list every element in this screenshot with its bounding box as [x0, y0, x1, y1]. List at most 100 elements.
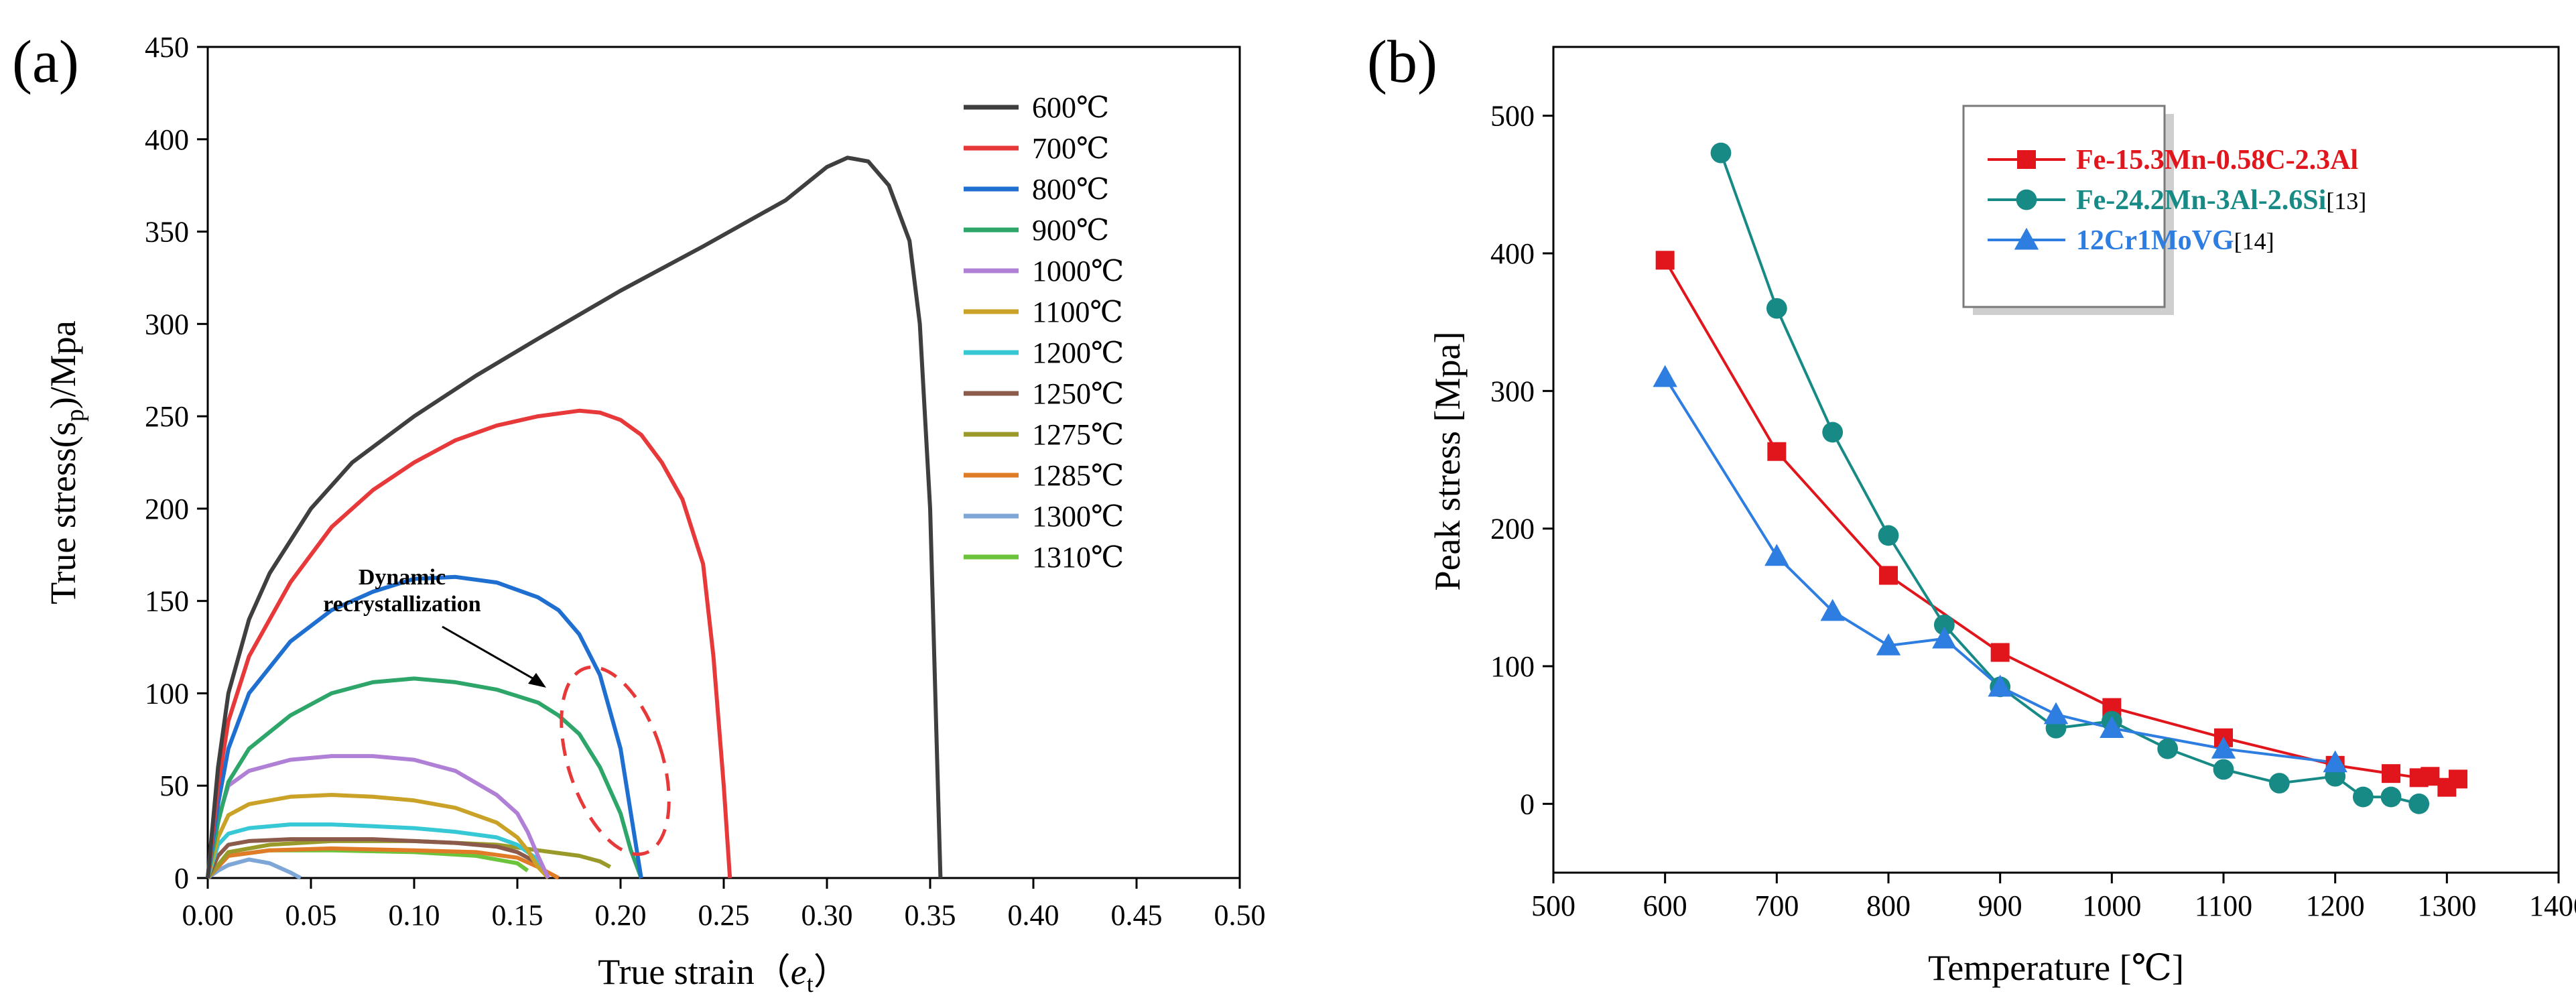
panel-a-y-tick-label: 50: [159, 769, 189, 802]
series-line-Fe-15.3Mn-0.58C-2.3Al: [1663, 259, 2459, 790]
data-point-Fe-15.3Mn-0.58C-2.3Al: [1990, 643, 2010, 662]
panel-b-x-tick-label: 600: [1643, 889, 1687, 922]
panel-b-series: [1653, 142, 2467, 814]
panel-b-x-title: Temperature [℃]: [1928, 948, 2184, 988]
panel-a-y-tick-label: 150: [145, 585, 189, 618]
panel-a-x-title: True strain（et）: [598, 952, 850, 997]
panel-a-x-tick-label: 0.15: [492, 899, 543, 932]
series-line-1200℃: [206, 822, 550, 879]
data-point-Fe-15.3Mn-0.58C-2.3Al: [2421, 767, 2440, 786]
data-point-12Cr1MoVG: [1820, 599, 1845, 621]
panel-a-x-tick-label: 0.20: [595, 899, 647, 932]
data-point-12Cr1MoVG: [1932, 626, 1957, 649]
panel-a-x-tick-label: 0.10: [389, 899, 440, 932]
panel-a-y-tick-label: 100: [145, 677, 189, 710]
legend-a-label: 1200℃: [1032, 336, 1124, 369]
panel-b-y-tick-label: 300: [1490, 375, 1535, 408]
panel-b-y-tick-label: 500: [1490, 100, 1535, 133]
panel-b-legend-box: [1962, 105, 2166, 308]
data-point-Fe-24.2Mn-3Al-2.6Si: [2213, 759, 2234, 780]
panel-a-y-tick-label: 200: [145, 493, 189, 525]
data-point-Fe-24.2Mn-3Al-2.6Si: [2380, 786, 2402, 808]
panel-b-x-tick-label: 500: [1531, 889, 1575, 922]
panel-b-plot-frame: [1552, 46, 2560, 874]
series-line-1100℃: [206, 793, 550, 880]
panel-a-x-tick-label: 0.30: [801, 899, 853, 932]
panel-a-x-axis: 0.00 0.05 0.10 0.15 0.20 0.25 0.30 0.35 0.40 0.45…: [182, 878, 1266, 932]
annotation-line2: recrystallization: [323, 592, 481, 617]
panel-b-y-tick-label: 200: [1490, 513, 1535, 546]
panel-b-y-tick-label: 0: [1520, 788, 1535, 820]
legend-a-label: 700℃: [1032, 132, 1109, 165]
recrystallization-ellipse: [560, 665, 671, 857]
annotation-arrowhead: [528, 673, 546, 688]
panel-b-x-tick-label: 1300: [2417, 889, 2476, 922]
legend-a-label: 1300℃: [1032, 500, 1124, 533]
data-point-12Cr1MoVG: [2100, 716, 2124, 738]
panel-b-x-tick-label: 1100: [2195, 889, 2252, 922]
panel-a-y-tick-label: 0: [174, 862, 189, 895]
panel-a-x-tick-label: 0.05: [285, 899, 337, 932]
legend-a-label: 1000℃: [1032, 255, 1124, 288]
panel-a-x-tick-label: 0.40: [1008, 899, 1059, 932]
panel-b-y-tick-label: 400: [1490, 237, 1535, 270]
panel-a-y-title: True stress(sp)/Mpa: [43, 320, 89, 605]
panel-a-series: [206, 155, 943, 880]
panel-a-y-tick-label: 350: [145, 216, 189, 249]
data-point-12Cr1MoVG: [1764, 544, 1789, 566]
series-line-1285℃: [206, 846, 560, 880]
legend-a-label: 1310℃: [1032, 541, 1124, 574]
panel-b: (b) 500 600 700 800 900 1000 1100 1200 1300 140 0 …: [1367, 29, 2576, 988]
series-line-1250℃: [206, 837, 550, 879]
panel-b-x-tick-label: 800: [1866, 889, 1911, 922]
panel-a-x-tick-label: 0.00: [182, 899, 234, 932]
panel-b-x-tick-label: 900: [1978, 889, 2022, 922]
panel-a-x-tick-label: 0.25: [698, 899, 750, 932]
data-point-Fe-24.2Mn-3Al-2.6Si: [1710, 142, 1732, 164]
data-point-12Cr1MoVG: [1876, 633, 1901, 655]
data-point-Fe-24.2Mn-3Al-2.6Si: [2157, 738, 2179, 759]
panel-a: (a) 0.00 0.05 0.10 0.15 0.20 0.25 0.30 0.35 0.40…: [12, 29, 1266, 997]
panel-b-x-tick-label: 1000: [2082, 889, 2141, 922]
series-line-800℃: [206, 574, 643, 879]
legend-a-label: 1250℃: [1032, 377, 1124, 410]
data-point-12Cr1MoVG: [1988, 674, 2012, 697]
panel-a-y-tick-label: 300: [145, 308, 189, 340]
series-line-1300℃: [206, 857, 302, 880]
data-point-Fe-24.2Mn-3Al-2.6Si: [1933, 615, 1955, 635]
panel-b-x-tick-label: 700: [1754, 889, 1799, 922]
data-point-Fe-15.3Mn-0.58C-2.3Al: [2449, 769, 2467, 789]
legend-a-label: 1275℃: [1032, 418, 1124, 451]
series-line-900℃: [206, 676, 643, 879]
data-point-Fe-24.2Mn-3Al-2.6Si: [1822, 422, 1844, 443]
data-point-12Cr1MoVG: [2211, 737, 2236, 759]
legend-b-marker: [2017, 150, 2036, 169]
legend-a-label: 800℃: [1032, 173, 1109, 206]
data-point-12Cr1MoVG: [1653, 365, 1677, 387]
panel-b-y-tick-label: 100: [1490, 650, 1535, 683]
legend-b-marker: [2016, 189, 2037, 210]
panel-b-y-axis: 0 100 200 300 400 500: [1490, 100, 1553, 820]
legend-b-label: Fe-15.3Mn-0.58C-2.3Al: [2076, 145, 2358, 176]
panel-a-y-tick-label: 400: [145, 123, 189, 156]
annotation-line1: Dynamic: [359, 565, 446, 590]
panel-b-label: (b): [1367, 29, 1437, 95]
legend-b-marker: [2014, 227, 2039, 250]
panel-a-y-tick-label: 450: [145, 31, 189, 64]
panel-a-y-axis: 0 50 100 150 200 250 300 350 400 450: [145, 31, 208, 895]
series-line-1000℃: [206, 754, 550, 879]
legend-a-label: 600℃: [1032, 91, 1109, 124]
data-point-12Cr1MoVG: [2043, 702, 2069, 725]
legend-b-label: Fe-24.2Mn-3Al-2.6Si[13]: [2076, 185, 2366, 216]
data-point-Fe-15.3Mn-0.58C-2.3Al: [1879, 566, 1898, 585]
data-point-Fe-24.2Mn-3Al-2.6Si: [1878, 525, 1899, 546]
legend-b-label: 12Cr1MoVG[14]: [2076, 225, 2274, 256]
panel-b-x-tick-label: 1200: [2306, 889, 2365, 922]
data-point-Fe-15.3Mn-0.58C-2.3Al: [1767, 442, 1787, 461]
data-point-Fe-24.2Mn-3Al-2.6Si: [2268, 773, 2290, 794]
series-line-700℃: [206, 408, 732, 879]
data-point-Fe-24.2Mn-3Al-2.6Si: [1766, 298, 1787, 319]
panel-a-label: (a): [12, 29, 79, 95]
